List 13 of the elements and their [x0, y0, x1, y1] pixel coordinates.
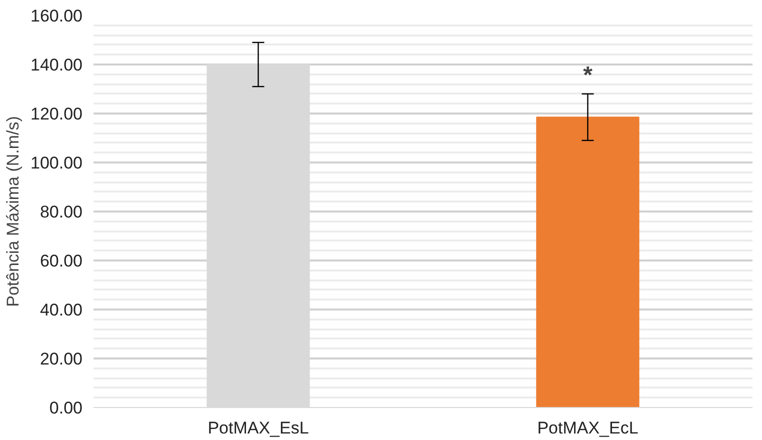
y-tick-label: 20.00	[40, 350, 83, 368]
y-tick-label: 0.00	[49, 398, 83, 418]
y-axis-title: Potência Máxima (N.m/s)	[4, 116, 23, 307]
y-tick-label: 160.00	[30, 6, 83, 26]
y-tick-label: 60.00	[40, 252, 83, 270]
x-tick-label: PotMAX_EcL	[537, 418, 638, 438]
y-tick-label: 40.00	[40, 300, 83, 320]
y-tick-label: 120.00	[30, 104, 83, 124]
y-tick-label: 80.00	[40, 202, 83, 222]
y-tick-label: 100.00	[30, 154, 83, 172]
x-tick-label: PotMAX_EsL	[208, 418, 309, 438]
y-tick-label: 140.00	[30, 56, 83, 74]
annotation: *	[583, 62, 594, 89]
